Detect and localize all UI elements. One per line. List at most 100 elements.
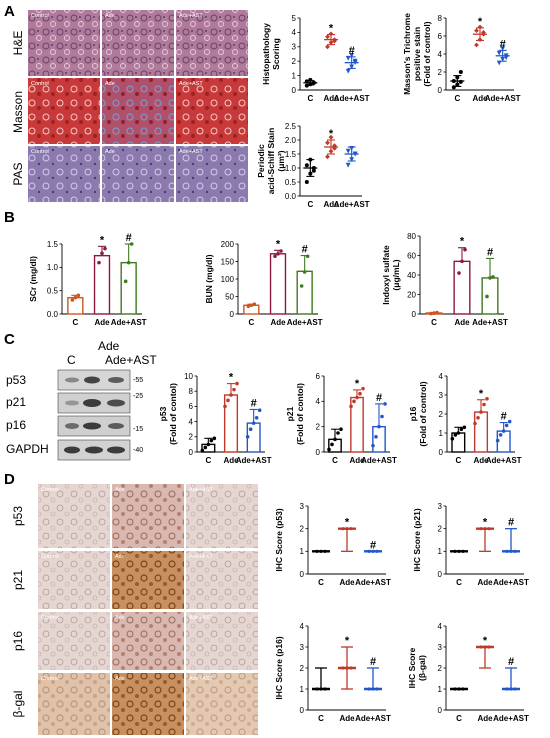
- micrograph-ihc-p16-ade: [112, 612, 184, 670]
- y-axis-label: IHC Score (p16): [274, 636, 284, 699]
- y-tick-label: 4: [438, 622, 443, 631]
- mw-marker: -40: [133, 447, 143, 454]
- data-point: [200, 448, 205, 453]
- data-point: [349, 666, 353, 670]
- y-tick-label: 60: [407, 251, 416, 260]
- mw-marker: -15: [133, 426, 143, 433]
- y-axis-label: p21(Fold of contol): [285, 383, 305, 445]
- y-tick-label: 4: [439, 372, 444, 381]
- significance-mark: #: [487, 246, 493, 258]
- y-tick-label: 2: [438, 524, 443, 533]
- significance-mark: #: [370, 539, 376, 551]
- significance-mark: #: [500, 38, 506, 50]
- data-point: [481, 30, 486, 35]
- data-point: [501, 429, 506, 433]
- protein-label-gapdh: GAPDH: [6, 442, 49, 456]
- image-label: Control: [41, 554, 59, 560]
- data-point: [341, 666, 345, 670]
- data-point: [451, 79, 456, 83]
- data-point: [505, 549, 509, 553]
- data-point: [455, 82, 460, 87]
- data-point: [352, 399, 356, 404]
- y-axis-label: p53(Fold of contol): [158, 383, 178, 445]
- data-point: [345, 55, 351, 61]
- micrograph-pas-control: [28, 146, 100, 202]
- chart-scr: 0.0 0.5 1.0 1.5 C Ade Ade+AST SCr (mg/dl) * #: [28, 232, 147, 327]
- data-point: [491, 275, 495, 279]
- bar: [372, 425, 386, 453]
- data-point: [308, 77, 313, 82]
- micrograph-ihc-p21-ade-ast: [186, 551, 258, 609]
- chart-bun: 0 50 100 150 200 C Ade Ade+AST BUN (mg/dl) * #: [204, 238, 323, 327]
- data-point: [375, 687, 379, 691]
- data-point: [315, 549, 319, 553]
- data-point: [341, 527, 345, 531]
- significance-mark: *: [229, 372, 234, 384]
- data-point: [203, 445, 208, 450]
- y-axis-label: IHC Score (p53): [274, 508, 284, 571]
- data-point: [461, 549, 465, 553]
- blot-band: [84, 376, 100, 384]
- data-point: [509, 549, 513, 553]
- significance-mark: *: [276, 238, 281, 250]
- x-category-label: Ade: [477, 578, 493, 587]
- data-point: [349, 64, 355, 70]
- micrograph-ihc-p53-control: [38, 484, 110, 548]
- image-label: Control: [31, 149, 49, 155]
- panel-label-a: A: [4, 3, 15, 20]
- data-point: [374, 435, 378, 439]
- y-tick-label: 2: [438, 68, 443, 77]
- row-label-he-vertical: H&E: [11, 31, 25, 56]
- data-point: [254, 416, 259, 420]
- y-tick-label: 2.5: [285, 122, 297, 131]
- y-tick-label: 0: [292, 86, 297, 95]
- data-point: [103, 246, 107, 251]
- data-point: [349, 157, 355, 162]
- image-label: Ade: [115, 615, 125, 621]
- data-point: [345, 68, 351, 74]
- data-point: [349, 404, 353, 409]
- image-label: Ade: [105, 81, 115, 87]
- data-point: [308, 82, 313, 87]
- y-tick-label: 1.5: [285, 150, 297, 159]
- panel-label-d: D: [4, 471, 15, 488]
- micrograph-ihc-bgal-ade: [112, 673, 184, 735]
- row-label-masson: Masson: [11, 91, 25, 133]
- data-point: [304, 163, 309, 168]
- data-point: [279, 249, 283, 253]
- x-category-label: Ade+AST: [493, 578, 529, 587]
- data-point: [249, 303, 254, 308]
- y-tick-label: 4: [300, 622, 305, 631]
- x-category-label: C: [431, 318, 437, 327]
- x-category-label: Ade: [323, 94, 339, 103]
- x-category-label: Ade: [339, 714, 355, 723]
- image-label: Ade: [115, 487, 125, 493]
- y-tick-label: 200: [221, 240, 235, 249]
- row-label-pas: PAS: [11, 162, 25, 185]
- significance-mark: #: [349, 45, 355, 57]
- protein-label-p21: p21: [6, 395, 26, 409]
- x-category-label: Ade+AST: [334, 94, 370, 103]
- data-point: [345, 527, 349, 531]
- data-point: [488, 276, 492, 280]
- micrograph-ihc-p53-ade: [112, 484, 184, 548]
- y-tick-label: 0: [438, 86, 443, 95]
- x-category-label: C: [455, 456, 461, 465]
- histology-grid-a: Control Ade Ade+AST Control Ade Ade+AST …: [28, 10, 248, 202]
- y-tick-label: 2: [189, 433, 194, 442]
- data-point: [504, 423, 509, 428]
- image-label: Ade: [115, 554, 125, 560]
- data-point: [361, 386, 365, 391]
- data-point: [453, 433, 458, 437]
- data-point: [457, 549, 461, 553]
- data-point: [325, 154, 330, 160]
- x-category-label: C: [248, 318, 254, 327]
- x-category-label: Ade+AST: [472, 318, 508, 327]
- x-category-label: C: [456, 714, 462, 723]
- data-point: [487, 645, 491, 649]
- image-label: Ade+AST: [189, 487, 213, 493]
- x-category-label: Ade+AST: [486, 456, 522, 465]
- data-point: [375, 549, 379, 553]
- data-point: [349, 53, 355, 58]
